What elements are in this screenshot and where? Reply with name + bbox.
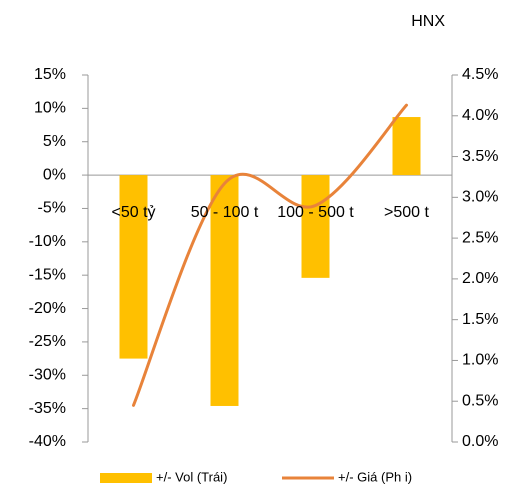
y-tick-label: -20% <box>29 300 66 317</box>
y-tick-label: 10% <box>34 100 66 117</box>
y-tick-label: -25% <box>29 333 66 350</box>
y-tick-label: -10% <box>29 233 66 250</box>
y-tick-label: -35% <box>29 400 66 417</box>
y2-tick-label: 3.0% <box>462 189 498 206</box>
x-tick-label: >500 t <box>384 204 429 221</box>
legend-label: +/- Vol (Trái) <box>156 469 227 484</box>
bar <box>392 117 421 176</box>
y-tick-label: 15% <box>34 66 66 83</box>
legend-swatch <box>100 473 152 483</box>
bar <box>210 175 239 406</box>
y-tick-label: 0% <box>43 166 66 183</box>
y-tick-label: -5% <box>38 200 66 217</box>
y2-tick-label: 2.5% <box>462 229 498 246</box>
y2-tick-label: 0.5% <box>462 392 498 409</box>
y-tick-label: -30% <box>29 366 66 383</box>
y-tick-label: -40% <box>29 433 66 450</box>
x-tick-label: 50 - 100 t <box>190 204 259 221</box>
x-tick-label: 100 - 500 t <box>277 204 354 221</box>
y2-tick-label: 1.0% <box>462 352 498 369</box>
x-tick-label: <50 tỷ <box>111 204 156 221</box>
bar <box>119 175 148 359</box>
line <box>132 103 408 407</box>
legend-label: +/- Giá (Ph i) <box>338 469 412 484</box>
y2-tick-label: 2.0% <box>462 270 498 287</box>
y2-tick-label: 3.5% <box>462 148 498 165</box>
y2-tick-label: 0.0% <box>462 433 498 450</box>
y2-tick-label: 4.0% <box>462 107 498 124</box>
y-tick-label: 5% <box>43 133 66 150</box>
y2-tick-label: 1.5% <box>462 311 498 328</box>
bar <box>301 175 330 278</box>
y2-tick-label: 4.5% <box>462 66 498 83</box>
y-tick-label: -15% <box>29 266 66 283</box>
chart-title: HNX <box>411 13 445 30</box>
